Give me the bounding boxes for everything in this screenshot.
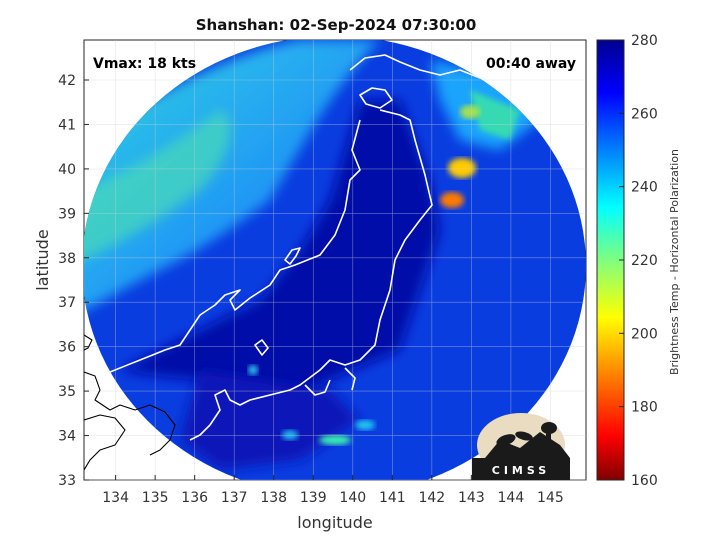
colorbar-tick-label: 220 [631,253,658,269]
cimss-logo: CIMSS [472,413,570,480]
x-tick-label: 143 [458,490,485,506]
y-tick-label: 38 [58,251,76,267]
x-tick-label: 137 [221,490,248,506]
logo-text: CIMSS [492,464,550,477]
colorbar-tick-label: 200 [631,326,658,342]
y-tick-label: 39 [58,206,76,222]
colorbar-tick-label: 240 [631,180,658,196]
x-tick-label: 144 [498,490,525,506]
colorbar-tick-label: 280 [631,33,658,49]
colorbar-label: Brightness Temp - Horizontal Polarizatio… [668,149,681,375]
y-tick-label: 36 [58,340,76,356]
colorbar-tick-label: 180 [631,400,658,416]
y-tick-label: 33 [58,473,76,489]
x-tick-label: 140 [339,490,366,506]
x-tick-label: 139 [300,490,327,506]
y-tick-label: 42 [58,73,76,89]
colorbar-ticks: 160 180 200 220 240 260 280 [619,33,658,489]
y-tick-label: 40 [58,162,76,178]
y-tick-label: 37 [58,295,76,311]
brightness-temperature-swath [84,40,586,480]
x-tick-label: 142 [418,490,445,506]
y-axis-ticks: 33 34 35 36 37 38 39 40 41 42 [58,73,89,489]
x-axis-label: longitude [297,513,372,532]
time-offset-label: 00:40 away [486,56,576,72]
y-tick-label: 34 [58,429,76,445]
x-tick-label: 138 [260,490,287,506]
x-tick-label: 135 [142,490,169,506]
y-tick-label: 35 [58,384,76,400]
x-tick-label: 136 [181,490,208,506]
vmax-label: Vmax: 18 kts [93,56,196,72]
x-tick-label: 141 [379,490,406,506]
y-tick-label: 41 [58,117,76,133]
colorbar-tick-label: 160 [631,473,658,489]
x-tick-label: 134 [102,490,129,506]
colorbar-tick-label: 260 [631,106,658,122]
x-axis-ticks: 134 135 136 137 138 139 140 141 142 143 144 145 [102,475,564,506]
x-tick-label: 145 [537,490,564,506]
y-axis-label: latitude [33,229,52,290]
map-title: Shanshan: 02-Sep-2024 07:30:00 [196,16,477,34]
